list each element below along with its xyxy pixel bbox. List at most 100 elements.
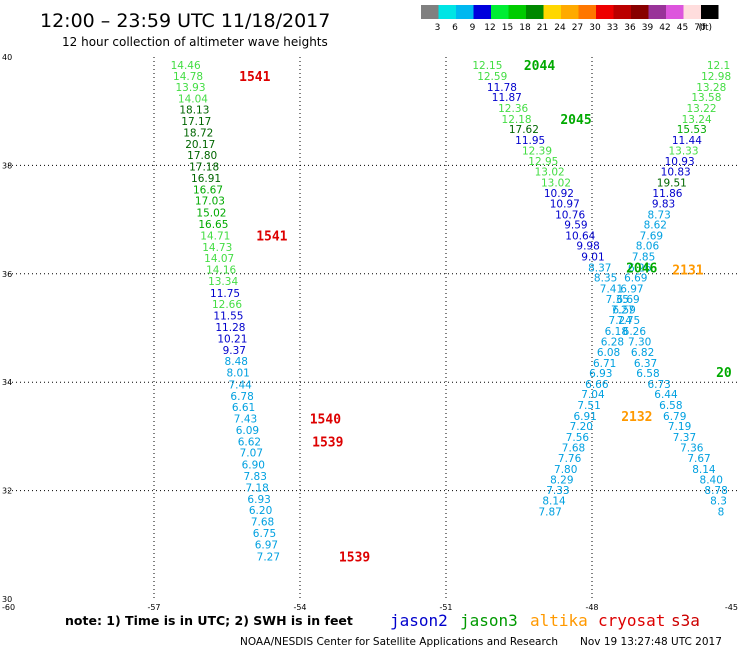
wave-height-value: 6.58 xyxy=(659,400,682,412)
wave-height-value: 12.66 xyxy=(212,299,242,311)
legend-swatch xyxy=(596,5,614,19)
pass-number-label: 1541 xyxy=(256,229,287,244)
wave-height-value: 8.29 xyxy=(550,474,573,486)
wave-height-value: 6.66 xyxy=(585,379,609,391)
wave-height-value: 7.51 xyxy=(577,400,600,412)
legend-bin-label: 3 xyxy=(435,23,441,33)
lon-tick-label: -45 xyxy=(725,603,738,612)
lat-lon-grid xyxy=(8,57,738,599)
legend-bin-label: 45 xyxy=(677,23,688,33)
legend-bin-label: 21 xyxy=(537,23,548,33)
legend-swatch xyxy=(526,5,544,19)
legend-bin-label: 9 xyxy=(470,23,476,33)
wave-height-value: 16.91 xyxy=(191,173,221,185)
wave-height-value: 12.59 xyxy=(477,71,507,83)
wave-height-value: 12.1 xyxy=(707,60,730,72)
swh-color-legend: 3 6 9 12 15 18 21 24 27 30 33 36 39 42 45 70(ft) xyxy=(421,5,719,33)
legend-bin-label: 30 xyxy=(589,23,601,33)
wave-height-value: 6.37 xyxy=(634,358,657,370)
wave-height-value: 13.93 xyxy=(175,82,205,94)
wave-height-value: 7.56 xyxy=(566,432,590,444)
wave-height-value: 11.44 xyxy=(672,135,702,147)
wave-height-value: 14.07 xyxy=(204,253,234,265)
wave-height-value: 16.67 xyxy=(193,184,223,196)
wave-height-value: 6.75 xyxy=(253,528,276,540)
wave-height-value: 17.18 xyxy=(189,162,219,174)
wave-height-value: 11.95 xyxy=(515,135,545,147)
wave-height-value: 15.02 xyxy=(196,208,226,220)
wave-height-value: 7.37 xyxy=(673,432,696,444)
wave-height-value: 7.19 xyxy=(668,421,691,433)
lat-tick-label: 36 xyxy=(2,270,12,279)
wave-height-value: 13.02 xyxy=(541,177,571,189)
legend-swatch xyxy=(491,5,509,19)
lat-tick-label: 32 xyxy=(2,487,12,496)
lon-tick-label: -57 xyxy=(147,603,160,612)
wave-height-value: 7.67 xyxy=(687,453,710,465)
wave-height-value: 12.36 xyxy=(498,103,528,115)
wave-height-value: 6.93 xyxy=(589,368,612,380)
wave-height-value: 7.41 xyxy=(600,284,623,296)
wave-height-value: 10.21 xyxy=(217,333,247,345)
legend-swatch xyxy=(438,5,456,19)
wave-height-value: 8.01 xyxy=(226,368,249,380)
note-text: note: 1) Time is in UTC; 2) SWH is in fe… xyxy=(65,613,353,628)
legend-swatch xyxy=(666,5,684,19)
wave-height-value: 7.24 xyxy=(609,315,633,327)
wave-height-value: 6.62 xyxy=(238,436,261,448)
wave-height-value: 6.58 xyxy=(636,368,659,380)
legend-swatch xyxy=(543,5,561,19)
wave-height-value: 7.44 xyxy=(228,379,252,391)
legend-jason3: jason3 xyxy=(460,611,518,630)
map-subtitle: 12 hour collection of altimeter wave hei… xyxy=(62,35,328,49)
wave-height-value: 12.18 xyxy=(502,114,532,126)
legend-swatch xyxy=(508,5,526,19)
lon-tick-label: -54 xyxy=(293,603,306,612)
wave-height-value: 6.69 xyxy=(624,273,647,285)
wave-height-value: 9.59 xyxy=(564,220,587,232)
wave-height-value: 6.73 xyxy=(647,379,670,391)
lat-tick-label: 40 xyxy=(2,53,12,62)
wave-height-value: 10.97 xyxy=(550,198,580,210)
pass-number-label: 1541 xyxy=(239,70,270,85)
lat-tick-label: 38 xyxy=(2,161,12,170)
wave-height-value: 13.22 xyxy=(686,103,716,115)
wave-height-value: 17.62 xyxy=(509,124,539,136)
legend-swatch xyxy=(578,5,596,19)
wave-height-value: 7.43 xyxy=(234,414,257,426)
wave-height-value: 7.69 xyxy=(640,230,663,242)
wave-height-value: 13.02 xyxy=(535,166,565,178)
wave-height-value: 10.83 xyxy=(661,166,691,178)
legend-swatch xyxy=(421,5,439,19)
wave-height-value: 9.01 xyxy=(581,252,604,264)
legend-swatch xyxy=(613,5,631,19)
wave-height-value: 11.86 xyxy=(652,188,682,200)
pass-number-label: 2131 xyxy=(672,264,703,279)
wave-height-value: 7.87 xyxy=(538,506,561,518)
wave-height-value: 7.36 xyxy=(680,442,704,454)
legend-bin-label: 6 xyxy=(452,23,458,33)
lat-tick-label: 34 xyxy=(2,378,12,387)
legend-bin-label: 42 xyxy=(659,23,670,33)
wave-height-value: 7.85 xyxy=(632,252,655,264)
wave-height-value: 6.78 xyxy=(230,391,253,403)
wave-height-value: 17.80 xyxy=(187,150,217,162)
wave-height-value: 12.98 xyxy=(701,71,731,83)
wave-height-value: 6.20 xyxy=(249,505,272,517)
wave-height-value: 14.46 xyxy=(171,60,201,72)
wave-height-value: 14.73 xyxy=(202,242,232,254)
wave-height-value: 8.14 xyxy=(692,464,716,476)
wave-height-value: 7.68 xyxy=(251,517,274,529)
wave-height-value: 6.28 xyxy=(601,337,624,349)
wave-height-value: 13.33 xyxy=(668,145,698,157)
wave-height-value: 11.55 xyxy=(213,311,243,323)
wave-height-value: 7.30 xyxy=(628,337,651,349)
wave-height-value: 13.24 xyxy=(682,114,712,126)
wave-height-value: 13.58 xyxy=(691,92,721,104)
wave-height-value: 17.17 xyxy=(181,116,211,128)
wave-height-value: 6.82 xyxy=(631,347,654,359)
wave-height-value: 8 xyxy=(718,506,725,518)
legend-bin-label: 39 xyxy=(642,23,654,33)
